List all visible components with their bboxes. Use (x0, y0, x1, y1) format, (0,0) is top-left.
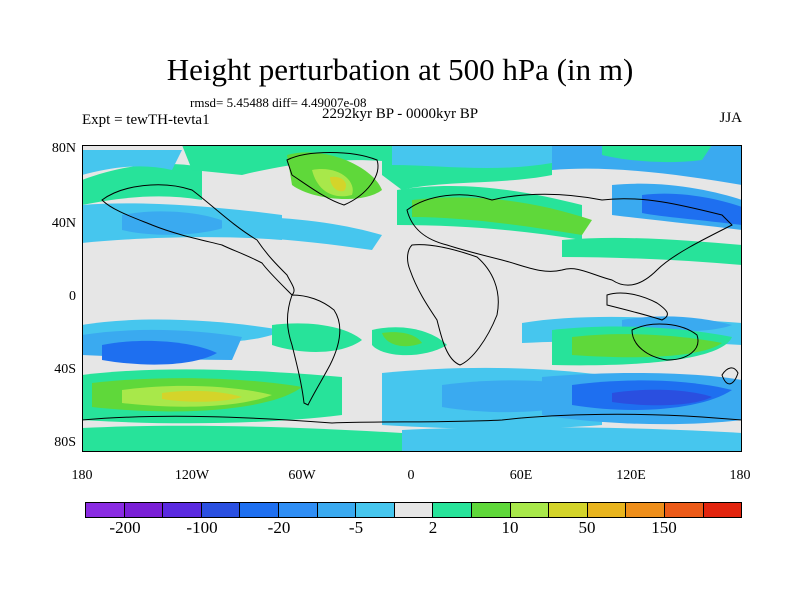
lat-tick-label: 80S (54, 435, 76, 450)
field-band (82, 163, 202, 205)
field-band (412, 197, 592, 235)
season-label: JJA (719, 110, 742, 126)
lat-tick-label: 40N (51, 216, 76, 231)
field-band (222, 216, 382, 250)
field-band (562, 237, 742, 265)
colorbar-swatch (163, 503, 202, 517)
lon-tick-label: 60E (509, 468, 533, 483)
colorbar-label: 2 (428, 518, 438, 537)
field-band (382, 332, 422, 347)
colorbar-label: -100 (186, 518, 218, 537)
field-band (102, 340, 217, 365)
colorbar-label: 10 (501, 518, 519, 537)
colorbar (85, 502, 742, 518)
field-band (642, 193, 742, 225)
colorbar-label: -20 (267, 518, 291, 537)
lon-tick-label: 180 (71, 468, 93, 483)
plot-title: Height perturbation at 500 hPa (in m) (166, 52, 634, 87)
height-perturbation-map (82, 145, 742, 452)
colorbar-label: 150 (651, 518, 677, 537)
field-band (162, 390, 242, 402)
lat-tick-label: 0 (69, 289, 76, 304)
colorbar-swatch (664, 503, 704, 517)
colorbar-swatch (317, 503, 357, 517)
lat-tick-label: 40S (54, 362, 76, 377)
colorbar-swatch (86, 503, 125, 517)
lon-tick-label: 180 (729, 468, 751, 483)
lon-tick-label: 120E (616, 468, 646, 483)
lat-tick-label: 80N (51, 141, 76, 156)
rmsd-diff-stats: rmsd= 5.45488 diff= 4.49007e-08 (190, 95, 367, 110)
colorbar-swatch (549, 503, 588, 517)
colorbar-label: -200 (109, 518, 141, 537)
field-band (602, 145, 712, 163)
colorbar-swatch (433, 503, 472, 517)
colorbar-swatch (626, 503, 665, 517)
colorbar-label: 50 (578, 518, 596, 537)
field-band (392, 145, 552, 169)
field-band (82, 425, 402, 452)
colorbar-swatch (240, 503, 279, 517)
coastlines (82, 152, 742, 424)
lon-tick-label: 60W (288, 468, 316, 483)
field-band (82, 150, 182, 175)
time-period-label: 2292kyr BP - 0000kyr BP (322, 106, 479, 122)
field-band (122, 211, 232, 235)
colorbar-swatch (394, 503, 434, 517)
field-band (612, 389, 712, 406)
colorbar-swatch (356, 503, 395, 517)
colorbar-swatch (471, 503, 511, 517)
field-band (330, 176, 347, 192)
lon-tick-label: 120W (174, 468, 210, 483)
experiment-label: Expt = tewTH-tevta1 (82, 112, 210, 128)
field-band (572, 334, 722, 358)
colorbar-swatch (278, 503, 318, 517)
colorbar-swatch (510, 503, 550, 517)
colorbar-swatch (587, 503, 627, 517)
colorbar-swatch (703, 503, 742, 517)
colorbar-label: -5 (348, 518, 364, 537)
map-frame (82, 145, 742, 452)
lon-tick-label: 0 (407, 468, 415, 483)
colorbar-swatch (124, 503, 164, 517)
colorbar-swatch (201, 503, 241, 517)
field-band (402, 427, 742, 452)
